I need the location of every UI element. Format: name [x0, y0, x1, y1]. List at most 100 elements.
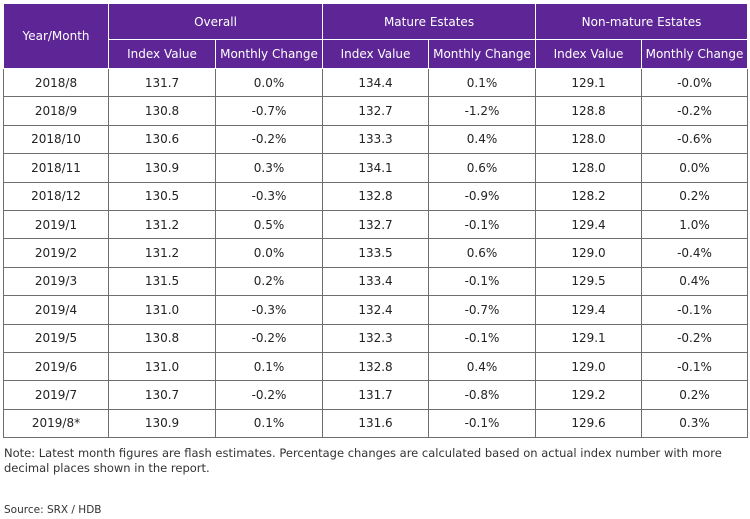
- table-row: 2018/12 130.5 -0.3% 132.8 -0.9% 128.2 0.2%: [3, 181, 749, 211]
- cell-overall-change: 0.1%: [214, 351, 324, 382]
- subheader-mature-monthly-change: Monthly Change: [428, 39, 537, 69]
- cell-year-month: 2019/6: [3, 351, 109, 382]
- cell-year-month: 2018/9: [3, 96, 109, 126]
- table-row: 2019/7 130.7 -0.2% 131.7 -0.8% 129.2 0.2%: [3, 380, 749, 410]
- cell-non-mature-change: -0.2%: [641, 96, 749, 126]
- cell-mature-index: 134.4: [322, 67, 430, 98]
- cell-non-mature-change: -0.2%: [641, 323, 749, 353]
- cell-non-mature-index: 129.1: [535, 67, 643, 98]
- cell-year-month: 2019/8*: [3, 408, 109, 439]
- header-non-mature-estates: Non-mature Estates: [535, 3, 749, 40]
- cell-mature-change: -0.9%: [428, 181, 537, 211]
- cell-non-mature-index: 129.4: [535, 295, 643, 325]
- cell-non-mature-change: 0.2%: [641, 181, 749, 211]
- cell-overall-index: 131.7: [108, 67, 216, 98]
- cell-overall-index: 130.8: [108, 323, 216, 353]
- cell-non-mature-index: 129.0: [535, 238, 643, 268]
- subheader-overall-index-value: Index Value: [108, 39, 216, 69]
- cell-non-mature-change: -0.0%: [641, 67, 749, 98]
- cell-mature-index: 132.7: [322, 209, 430, 240]
- table-row: 2019/3 131.5 0.2% 133.4 -0.1% 129.5 0.4%: [3, 266, 749, 297]
- cell-non-mature-change: 0.2%: [641, 380, 749, 410]
- cell-mature-change: -1.2%: [428, 96, 537, 126]
- header-overall: Overall: [107, 3, 324, 40]
- cell-year-month: 2019/5: [3, 323, 109, 353]
- cell-non-mature-change: -0.6%: [641, 124, 749, 155]
- cell-overall-change: -0.3%: [214, 295, 324, 325]
- cell-non-mature-index: 129.4: [535, 209, 643, 240]
- table-body: 2018/8 131.7 0.0% 134.4 0.1% 129.1 -0.0% 2018/9…: [3, 67, 749, 439]
- cell-overall-change: -0.7%: [214, 96, 324, 126]
- cell-non-mature-change: -0.4%: [641, 238, 749, 268]
- cell-mature-change: -0.1%: [428, 266, 537, 297]
- cell-overall-change: 0.1%: [214, 408, 324, 439]
- cell-mature-change: -0.7%: [428, 295, 537, 325]
- cell-overall-change: 0.3%: [214, 153, 324, 183]
- cell-mature-change: 0.4%: [428, 124, 537, 155]
- cell-year-month: 2019/4: [3, 295, 109, 325]
- table-row: 2019/4 131.0 -0.3% 132.4 -0.7% 129.4 -0.1%: [3, 295, 749, 325]
- cell-non-mature-change: 0.3%: [641, 408, 749, 439]
- cell-year-month: 2018/11: [3, 153, 109, 183]
- cell-year-month: 2018/10: [3, 124, 109, 155]
- subheader-overall-monthly-change: Monthly Change: [214, 39, 324, 69]
- cell-overall-change: -0.3%: [214, 181, 324, 211]
- cell-non-mature-change: 0.4%: [641, 266, 749, 297]
- cell-year-month: 2018/12: [3, 181, 109, 211]
- cell-mature-index: 133.4: [322, 266, 430, 297]
- cell-mature-index: 131.6: [322, 408, 430, 439]
- cell-mature-change: 0.6%: [428, 238, 537, 268]
- cell-overall-index: 130.9: [108, 408, 216, 439]
- cell-overall-index: 130.8: [108, 96, 216, 126]
- subheader-non-mature-index-value: Index Value: [535, 39, 643, 69]
- cell-overall-index: 131.5: [108, 266, 216, 297]
- cell-overall-index: 130.9: [108, 153, 216, 183]
- cell-overall-change: 0.0%: [214, 238, 324, 268]
- cell-mature-index: 132.3: [322, 323, 430, 353]
- cell-mature-change: 0.6%: [428, 153, 537, 183]
- source-label: Source: SRX / HDB: [4, 504, 102, 516]
- cell-mature-index: 133.5: [322, 238, 430, 268]
- cell-overall-change: -0.2%: [214, 380, 324, 410]
- cell-non-mature-change: -0.1%: [641, 351, 749, 382]
- cell-overall-index: 131.2: [108, 209, 216, 240]
- cell-overall-index: 131.0: [108, 295, 216, 325]
- cell-mature-index: 132.7: [322, 96, 430, 126]
- footnote: Note: Latest month figures are flash est…: [4, 446, 722, 475]
- cell-mature-change: -0.8%: [428, 380, 537, 410]
- table-row: 2018/10 130.6 -0.2% 133.3 0.4% 128.0 -0.6%: [3, 124, 749, 155]
- table-row: 2019/2 131.2 0.0% 133.5 0.6% 129.0 -0.4%: [3, 238, 749, 268]
- cell-mature-change: -0.1%: [428, 408, 537, 439]
- table-row: 2018/9 130.8 -0.7% 132.7 -1.2% 128.8 -0.2%: [3, 96, 749, 126]
- cell-overall-change: -0.2%: [214, 124, 324, 155]
- cell-non-mature-change: 0.0%: [641, 153, 749, 183]
- cell-year-month: 2019/2: [3, 238, 109, 268]
- cell-mature-change: 0.4%: [428, 351, 537, 382]
- cell-year-month: 2019/7: [3, 380, 109, 410]
- cell-non-mature-index: 129.0: [535, 351, 643, 382]
- cell-overall-change: 0.5%: [214, 209, 324, 240]
- cell-non-mature-index: 129.6: [535, 408, 643, 439]
- cell-non-mature-index: 129.2: [535, 380, 643, 410]
- cell-year-month: 2019/3: [3, 266, 109, 297]
- cell-non-mature-index: 128.2: [535, 181, 643, 211]
- cell-non-mature-change: -0.1%: [641, 295, 749, 325]
- table-row: 2019/8* 130.9 0.1% 131.6 -0.1% 129.6 0.3%: [3, 408, 749, 439]
- cell-mature-index: 132.8: [322, 181, 430, 211]
- cell-mature-change: -0.1%: [428, 209, 537, 240]
- cell-mature-change: 0.1%: [428, 67, 537, 98]
- cell-mature-index: 132.4: [322, 295, 430, 325]
- cell-non-mature-index: 128.0: [535, 153, 643, 183]
- table-row: 2018/8 131.7 0.0% 134.4 0.1% 129.1 -0.0%: [3, 67, 749, 98]
- table-row: 2019/1 131.2 0.5% 132.7 -0.1% 129.4 1.0%: [3, 209, 749, 240]
- table-row: 2019/6 131.0 0.1% 132.8 0.4% 129.0 -0.1%: [3, 351, 749, 382]
- cell-mature-index: 131.7: [322, 380, 430, 410]
- subheader-non-mature-monthly-change: Monthly Change: [641, 39, 749, 69]
- cell-non-mature-index: 129.5: [535, 266, 643, 297]
- cell-overall-change: 0.2%: [214, 266, 324, 297]
- header-year-month: Year/Month: [3, 3, 109, 69]
- cell-mature-change: -0.1%: [428, 323, 537, 353]
- cell-non-mature-change: 1.0%: [641, 209, 749, 240]
- table-row: 2019/5 130.8 -0.2% 132.3 -0.1% 129.1 -0.2%: [3, 323, 749, 353]
- subheader-mature-index-value: Index Value: [322, 39, 430, 69]
